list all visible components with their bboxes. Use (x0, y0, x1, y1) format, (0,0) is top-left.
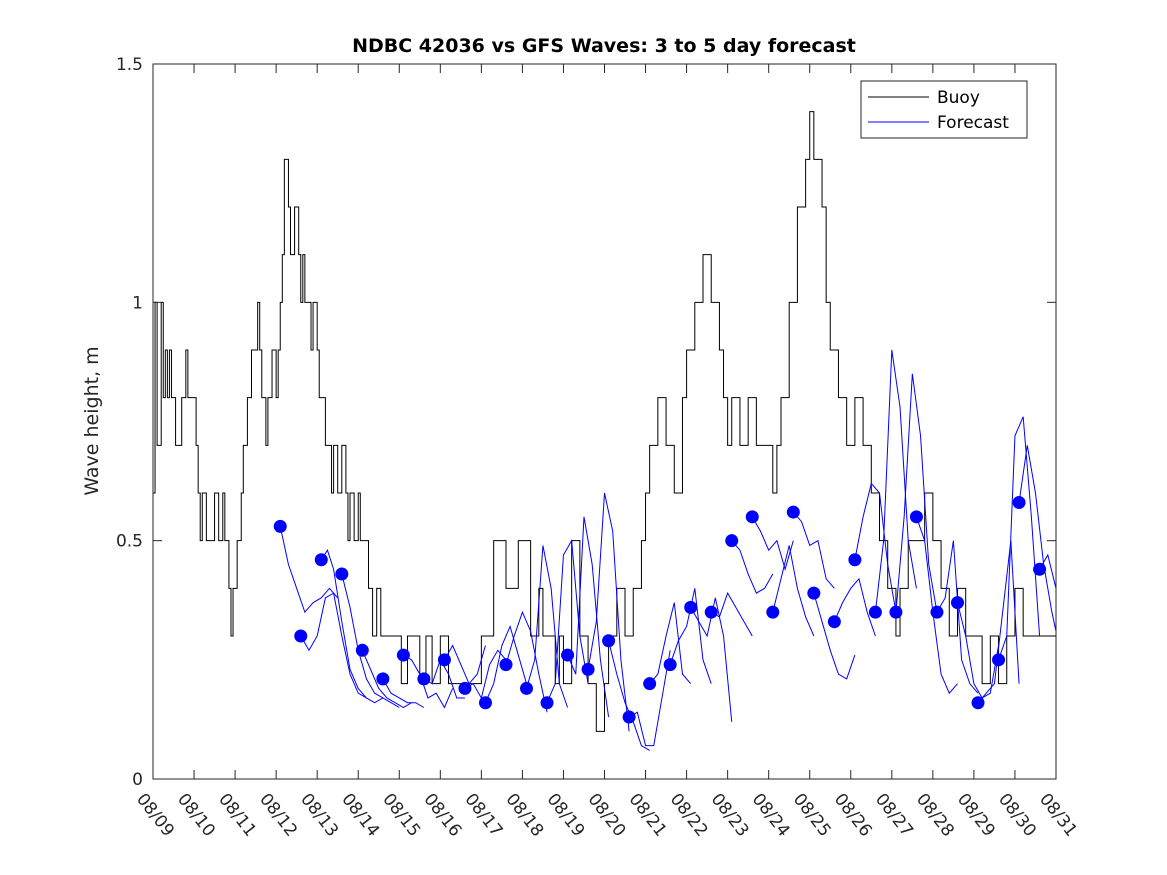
legend-box (860, 80, 1028, 139)
y-axis: 0 0.5 1 1.5 (116, 55, 1056, 790)
y-tick-label: 0 (132, 770, 143, 790)
forecast-start-marker (807, 586, 821, 600)
forecast-start-marker (766, 605, 780, 619)
forecast-line (382, 678, 425, 708)
forecast-start-marker (786, 505, 800, 519)
chart-title: NDBC 42036 vs GFS Waves: 3 to 5 day fore… (352, 35, 856, 57)
forecast-line (751, 516, 794, 572)
y-tick-label: 1.5 (116, 55, 143, 75)
forecast-start-marker (376, 672, 390, 686)
forecast-start-marker (458, 681, 472, 695)
forecast-line (813, 592, 856, 680)
forecast-line (443, 644, 486, 685)
forecast-start-marker (909, 510, 923, 524)
forecast-line (977, 540, 1020, 704)
forecast-line (957, 602, 1000, 699)
forecast-start-marker (745, 510, 759, 524)
forecast-start-marker (355, 643, 369, 657)
forecast-line (505, 610, 548, 713)
forecast-line (320, 549, 384, 704)
y-axis-label: Wave height, m (81, 346, 103, 495)
forecast-start-marker (520, 681, 534, 695)
y-tick-label: 0.5 (116, 532, 143, 552)
forecast-line (587, 492, 630, 732)
forecast-start-marker (643, 677, 657, 691)
forecast-line (833, 577, 876, 637)
legend-label-forecast: Forecast (937, 113, 1009, 133)
forecast-start-marker (868, 605, 882, 619)
forecast-line (403, 654, 454, 709)
forecast-start-marker (930, 605, 944, 619)
forecast-line (361, 650, 412, 709)
forecast-start-marker (827, 615, 841, 629)
forecast-line (915, 516, 958, 695)
forecast-line (464, 649, 507, 700)
forecast-start-marker (273, 519, 287, 533)
forecast-line (649, 602, 692, 684)
forecast-line (300, 592, 367, 699)
forecast-line (710, 591, 753, 637)
forecast-start-marker (950, 596, 964, 610)
forecast-line (772, 545, 815, 637)
forecast-start-marker (478, 696, 492, 710)
forecast-line (998, 416, 1041, 660)
forecast-line (1018, 445, 1057, 632)
forecast-line (279, 526, 339, 614)
forecast-start-marker (540, 696, 554, 710)
forecast-start-marker (499, 658, 513, 672)
y-tick-label: 1 (132, 293, 143, 313)
forecast-start-marker (335, 567, 349, 581)
forecast-line (485, 624, 527, 703)
forecast-line (731, 540, 774, 594)
forecast-start-marker (437, 653, 451, 667)
forecast-start-marker (971, 696, 985, 710)
legend: Buoy Forecast (860, 80, 1028, 139)
forecast-line (874, 349, 917, 613)
forecast-line (628, 650, 671, 747)
forecast-line (567, 516, 610, 718)
forecast-line (341, 573, 400, 708)
forecast-start-marker (396, 648, 410, 662)
forecast-line (895, 373, 938, 613)
forecast-start-marker (294, 629, 308, 643)
forecast-start-marker (561, 648, 575, 662)
forecast-start-marker (602, 634, 616, 648)
forecast-start-marker (581, 662, 595, 676)
forecast-start-marker (725, 534, 739, 548)
plot-area (153, 111, 1057, 751)
forecast-line (526, 545, 569, 708)
legend-label-buoy: Buoy (937, 88, 980, 108)
forecast-line (792, 511, 835, 589)
forecast-line (423, 658, 465, 699)
forecast-line (854, 482, 897, 613)
forecast-start-marker (848, 553, 862, 567)
forecast-start-marker (663, 658, 677, 672)
forecast-start-marker (1012, 496, 1026, 510)
forecast-start-marker (992, 653, 1006, 667)
forecast-start-marker (1033, 562, 1047, 576)
forecast-start-marker (314, 553, 328, 567)
forecast-line (546, 539, 589, 703)
forecast-start-marker (889, 605, 903, 619)
forecast-start-marker (417, 672, 431, 686)
forecast-start-marker (704, 605, 718, 619)
forecast-start-marker (622, 710, 636, 724)
forecast-start-marker (684, 600, 698, 614)
